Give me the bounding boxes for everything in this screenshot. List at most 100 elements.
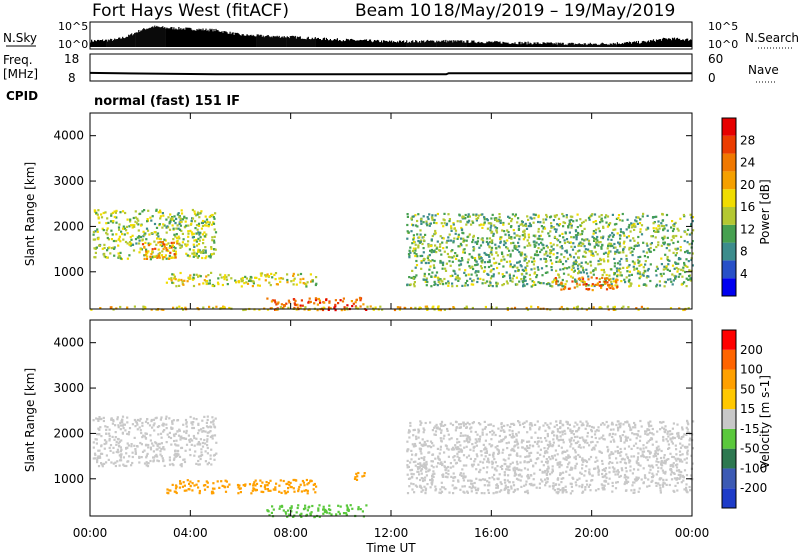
range-gate-cell (215, 305, 218, 308)
range-gate-cell (444, 466, 447, 469)
noise-bar (529, 42, 531, 47)
frequency-trace (89, 71, 692, 76)
range-gate-cell (408, 256, 411, 259)
range-gate-cell (187, 235, 190, 238)
range-gate-cell (534, 431, 537, 434)
range-gate-cell (198, 489, 201, 493)
range-gate-cell (183, 489, 186, 492)
range-gate-cell (549, 259, 552, 262)
range-gate-cell (617, 269, 620, 272)
range-gate-cell (192, 243, 195, 246)
range-gate-cell (182, 308, 185, 311)
range-gate-cell (125, 447, 128, 450)
range-gate-cell (299, 278, 302, 281)
range-gate-cell (578, 249, 581, 252)
range-gate-cell (285, 302, 288, 305)
noise-bar (250, 34, 252, 47)
range-gate-cell (508, 236, 511, 239)
range-gate-cell (467, 454, 471, 457)
range-gate-cell (603, 488, 606, 491)
range-gate-cell (578, 436, 582, 439)
range-gate-cell (580, 261, 583, 264)
range-gate-cell (343, 308, 346, 311)
noise-bar (590, 43, 592, 47)
range-gate-cell (434, 430, 438, 433)
range-gate-cell (134, 448, 137, 451)
range-gate-cell (105, 222, 108, 225)
range-gate-cell (617, 241, 620, 244)
range-gate-cell (465, 307, 469, 310)
range-gate-cell (662, 485, 665, 488)
noise-bar (570, 42, 572, 47)
range-gate-cell (208, 305, 211, 308)
range-gate-cell (437, 277, 440, 280)
range-gate-cell (134, 216, 137, 219)
range-gate-cell (596, 441, 599, 444)
range-gate-cell (204, 450, 207, 453)
range-gate-cell (549, 308, 552, 311)
range-gate-cell (470, 463, 474, 466)
range-gate-cell (269, 489, 272, 492)
range-gate-cell (225, 278, 229, 281)
noise-bar (550, 42, 552, 47)
range-gate-cell (279, 479, 282, 482)
range-gate-cell (625, 276, 628, 279)
noise-bar (253, 35, 255, 47)
range-gate-cell (448, 438, 451, 441)
range-gate-cell (159, 215, 162, 218)
noise-search-label: N.Search (745, 31, 799, 45)
range-gate-cell (553, 425, 556, 428)
range-gate-cell (132, 224, 135, 227)
noise-bar (365, 39, 368, 47)
range-gate-cell (146, 255, 149, 258)
noise-bar (303, 38, 305, 47)
range-gate-cell (506, 465, 509, 468)
range-gate-cell (593, 213, 597, 216)
range-gate-cell (129, 218, 132, 221)
range-gate-cell (180, 229, 183, 232)
noise-bar (621, 43, 623, 47)
range-gate-cell (644, 263, 647, 266)
noise-bar (610, 43, 612, 47)
range-gate-cell (645, 251, 648, 254)
range-gate-cell (181, 218, 185, 221)
range-gate-cell (154, 247, 157, 250)
range-gate-cell (476, 280, 479, 284)
noise-bar (139, 32, 141, 47)
range-gate-cell (170, 279, 173, 282)
range-gate-cell (439, 243, 442, 246)
range-gate-cell (646, 458, 649, 462)
range-gate-cell (640, 233, 644, 236)
range-gate-cell (223, 486, 226, 489)
range-gate-cell (485, 433, 488, 436)
range-gate-cell (114, 461, 117, 464)
range-gate-cell (199, 454, 202, 457)
range-gate-cell (471, 256, 474, 259)
range-gate-cell (345, 504, 348, 507)
noise-bar (391, 40, 393, 47)
range-gate-cell (590, 276, 593, 279)
range-gate-cell (146, 418, 149, 421)
range-gate-cell (638, 260, 641, 263)
noise-bar (196, 29, 198, 47)
range-gate-cell (509, 253, 512, 256)
range-gate-cell (557, 260, 560, 263)
range-gate-cell (274, 488, 277, 491)
range-gate-cell (472, 249, 475, 252)
noise-bar (638, 43, 640, 47)
range-gate-cell (188, 482, 191, 485)
range-gate-cell (559, 435, 562, 438)
range-gate-cell (455, 421, 458, 424)
noise-bar (386, 40, 388, 47)
noise-bar (430, 40, 432, 47)
range-gate-cell (663, 454, 666, 457)
range-gate-cell (552, 487, 555, 490)
range-gate-cell (117, 424, 120, 427)
range-gate-cell (673, 222, 676, 226)
range-gate-cell (264, 274, 267, 277)
noise-bar (459, 40, 461, 47)
range-gate-cell (446, 427, 449, 431)
range-gate-cell (122, 238, 125, 241)
range-gate-cell (440, 420, 444, 423)
noise-left-tick-bottom: 10^0 (58, 38, 88, 51)
